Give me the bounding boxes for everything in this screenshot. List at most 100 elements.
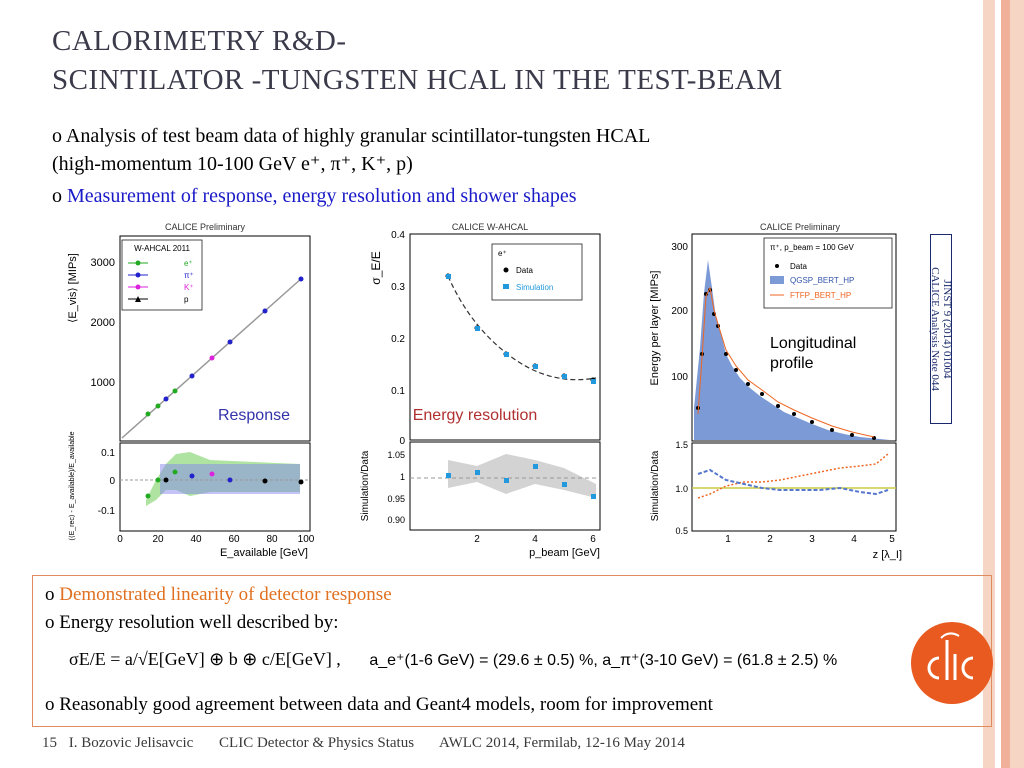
legend-label: Data: [790, 262, 807, 271]
footer-talk: CLIC Detector & Physics Status: [219, 735, 415, 751]
ytick: 3000: [91, 257, 115, 269]
reference-line-2: CALICE Analysis Note 044: [929, 267, 941, 391]
data-points: [696, 288, 876, 440]
ytick: 100: [671, 372, 688, 383]
response-plot: CALICE Preliminary 3000 2000 1000 ⟨E_vis…: [60, 218, 320, 563]
ytick: 0.4: [391, 230, 405, 241]
summary-box: o Demonstrated linearity of detector res…: [32, 575, 993, 727]
legend-marker-data: [503, 267, 509, 273]
xtick: 0: [117, 534, 123, 545]
xtick: 6: [590, 534, 596, 545]
main-frame: [409, 233, 601, 441]
y-axis-label: Energy per layer [MIPs]: [649, 271, 661, 386]
x-axis-label: E_available [GeV]: [220, 547, 308, 559]
plot-header: CALICE W-AHCAL: [452, 222, 528, 232]
bullet-1-continued: (high-momentum 10-100 GeV e⁺, π⁺, K⁺, p): [52, 152, 413, 176]
xtick: 2: [767, 534, 773, 545]
slide-footer: 15 I. Bozovic Jelisavcic CLIC Detector &…: [42, 735, 707, 752]
xtick: 4: [532, 534, 538, 545]
x-axis-label: z [λ_I]: [873, 549, 902, 561]
legend-label: e⁺: [184, 259, 193, 268]
profile-label-2: profile: [770, 355, 814, 372]
ratio-error-band: [448, 454, 596, 498]
ytick: 0.3: [391, 282, 405, 293]
ytick: 200: [671, 306, 688, 317]
legend-label: Simulation: [516, 283, 553, 292]
summary-line-2: o Energy resolution well described by:: [45, 612, 339, 634]
ratio-ytick: 1.05: [387, 450, 405, 460]
longitudinal-plot-svg: CALICE Preliminary 300 200 100 Energy pe…: [649, 222, 902, 561]
footer-event: AWLC 2014, Fermilab, 12-16 May 2014: [438, 735, 685, 751]
formula: σE/E = a/√E[GeV] ⊕ b ⊕ c/E[GeV] , a_e⁺(1…: [69, 648, 837, 672]
ratio-ytick: 0.95: [387, 494, 405, 504]
longitudinal-plot: CALICE Preliminary 300 200 100 Energy pe…: [640, 218, 910, 563]
decor-stripe-2: [995, 0, 1001, 768]
xtick: 100: [298, 534, 315, 545]
bullet-1-text: Analysis of test beam data of highly gra…: [65, 125, 651, 147]
xtick: 3: [809, 534, 815, 545]
xtick: 1: [725, 534, 731, 545]
reference-line-1: JINST 9 (2014) 01004: [941, 279, 953, 379]
ytick: 0.1: [391, 386, 405, 397]
ratio-ytick: 1: [400, 472, 405, 482]
ytick: 300: [671, 242, 688, 253]
clic-logo: [911, 622, 993, 704]
bullet-marker: o: [52, 125, 62, 147]
summary-line-1: o Demonstrated linearity of detector res…: [45, 584, 392, 606]
legend-title: W-AHCAL 2011: [134, 244, 190, 253]
legend-marker-sim: [503, 284, 509, 289]
ratio-ytick: 0.90: [387, 515, 405, 525]
legend-marker-k: [135, 284, 141, 290]
bullet-1: o Analysis of test beam data of highly g…: [52, 124, 650, 148]
summary-line-2-text: Energy resolution well described by:: [59, 612, 339, 633]
profile-label-1: Longitudinal: [770, 335, 856, 352]
legend-marker-qgsp: [770, 276, 784, 284]
legend-label: p: [184, 295, 189, 304]
response-label: Response: [218, 407, 290, 424]
footer-author: I. Bozovic Jelisavcic: [68, 735, 194, 751]
title-line-1: CALORIMETRY R&D-: [52, 25, 347, 57]
ratio-ytick: 0.5: [675, 526, 688, 536]
resolution-plot-svg: CALICE W-AHCAL 0.4 0.3 0.2 0.1 0 σ_E/E e…: [360, 222, 601, 559]
ratio-ytick: 0: [109, 476, 115, 487]
formula-right: a_e⁺(1-6 GeV) = (29.6 ± 0.5) %, a_π⁺(3-1…: [369, 652, 838, 669]
qgsp-ratio: [697, 468, 889, 496]
response-points: [145, 276, 304, 417]
ratio-points: [446, 464, 596, 499]
summary-line-3-text: Reasonably good agreement between data a…: [59, 694, 713, 715]
title-line-2: SCINTILATOR -TUNGSTEN HCAL IN THE TEST-B…: [52, 64, 783, 96]
formula-left: σE/E = a/√E[GeV] ⊕ b ⊕ c/E[GeV] ,: [69, 649, 341, 669]
qgsp-histogram: [694, 260, 890, 440]
resolution-label: Energy resolution: [413, 407, 538, 424]
page-number: 15: [42, 735, 57, 751]
ftfp-line: [697, 286, 875, 438]
legend-box: [763, 237, 893, 309]
ratio-frame: [691, 442, 897, 532]
decor-stripe-4: [1010, 0, 1024, 768]
decor-stripe-3: [1001, 0, 1010, 768]
main-frame: [691, 233, 897, 442]
bullet-2-text: Measurement of response, energy resoluti…: [67, 185, 577, 207]
bullet-marker: o: [45, 584, 55, 605]
xtick: 5: [889, 534, 895, 545]
legend-marker-pi: [135, 272, 141, 278]
ratio-ytick: 1.0: [675, 484, 688, 494]
legend-label: π⁺: [184, 271, 194, 280]
ratio-y-label: Simulation/Data: [360, 450, 371, 521]
summary-line-1-text: Demonstrated linearity of detector respo…: [59, 584, 392, 605]
reference-note: JINST 9 (2014) 01004 CALICE Analysis Not…: [929, 234, 953, 424]
xtick: 80: [266, 534, 278, 545]
legend-title: e⁺: [498, 249, 507, 258]
xtick: 2: [474, 534, 480, 545]
ytick: 2000: [91, 317, 115, 329]
ytick: 0: [399, 436, 405, 447]
legend-title: π⁺, p_beam = 100 GeV: [770, 243, 854, 252]
ratio-y-label: (⟨E_rec⟩ - E_available)/E_available: [68, 431, 76, 540]
main-frame: [119, 235, 311, 442]
response-plot-svg: CALICE Preliminary 3000 2000 1000 ⟨E_vis…: [67, 222, 315, 559]
ratio-y-label: Simulation/Data: [650, 450, 661, 521]
resolution-plot: CALICE W-AHCAL 0.4 0.3 0.2 0.1 0 σ_E/E e…: [350, 218, 610, 563]
ytick: 1000: [91, 377, 115, 389]
summary-line-3: o Reasonably good agreement between data…: [45, 694, 713, 716]
ratio-ytick: 1.5: [675, 440, 688, 450]
